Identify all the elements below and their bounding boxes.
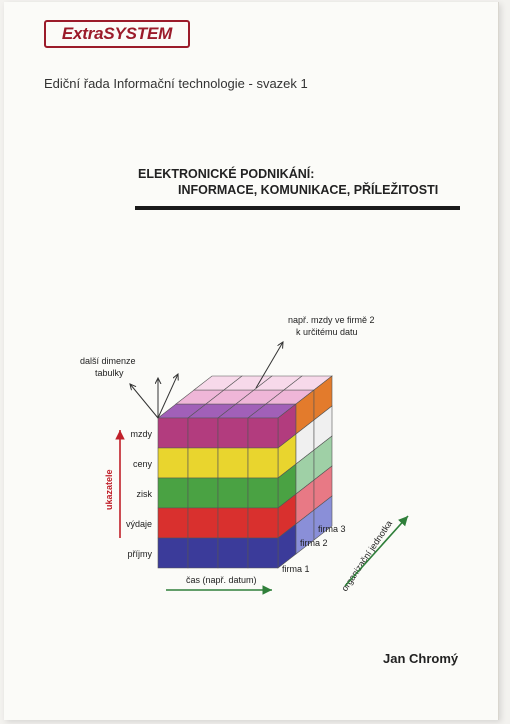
front-cell [217, 507, 249, 539]
cube: mzdy ceny zisk výdaje příjmy firma 1 firma 2 fi… [126, 375, 346, 574]
front-cell [247, 477, 279, 509]
front-cell [187, 537, 219, 569]
dimension-arrow-1 [130, 384, 159, 419]
front-cell [187, 447, 219, 479]
front-cell [217, 477, 249, 509]
firm-label-3: firma 3 [318, 524, 346, 534]
title-underline [135, 206, 460, 210]
z-axis-arrow [344, 515, 409, 587]
publisher-logo: ExtraSYSTEM [44, 20, 190, 48]
front-cell [217, 537, 249, 569]
annotation-top-2: k určitému datu [296, 327, 358, 337]
row-label-2: zisk [137, 489, 153, 499]
front-cell [247, 447, 279, 479]
other-dimensions-1: další dimenze [80, 356, 136, 366]
side-cell [313, 495, 333, 541]
dimension-arrow-3 [157, 374, 178, 419]
title-line-2: INFORMACE, KOMUNIKACE, PŘÍLEŽITOSTI [178, 183, 439, 197]
title-line-1: ELEKTRONICKÉ PODNIKÁNÍ: [138, 167, 315, 181]
firm-label-1: firma 1 [282, 564, 310, 574]
book-title: ELEKTRONICKÉ PODNIKÁNÍ: INFORMACE, KOMUN… [138, 166, 438, 198]
front-cell [217, 447, 249, 479]
annotation-arrow [255, 342, 283, 389]
series-line: Ediční řada Informační technologie - sva… [44, 76, 308, 91]
front-cell [247, 417, 279, 449]
firm-label-2: firma 2 [300, 538, 328, 548]
axis-x-label: čas (např. datum) [186, 575, 257, 585]
front-cell [247, 507, 279, 539]
front-cell [157, 477, 189, 509]
row-label-0: mzdy [130, 429, 152, 439]
front-cell [217, 417, 249, 449]
front-cell [247, 537, 279, 569]
front-cell [187, 507, 219, 539]
annotation-top-1: např. mzdy ve firmě 2 [288, 315, 375, 325]
front-cell [157, 507, 189, 539]
front-cell [157, 447, 189, 479]
book-cover [4, 2, 499, 720]
axis-y-label: ukazatele [104, 469, 114, 510]
author-name: Jan Chromý [383, 651, 459, 666]
front-cell [187, 477, 219, 509]
front-cell [157, 537, 189, 569]
row-label-4: příjmy [128, 549, 153, 559]
other-dimensions-2: tabulky [95, 368, 124, 378]
row-label-3: výdaje [126, 519, 152, 529]
front-cell [187, 417, 219, 449]
row-label-1: ceny [133, 459, 153, 469]
front-cell [157, 417, 189, 449]
